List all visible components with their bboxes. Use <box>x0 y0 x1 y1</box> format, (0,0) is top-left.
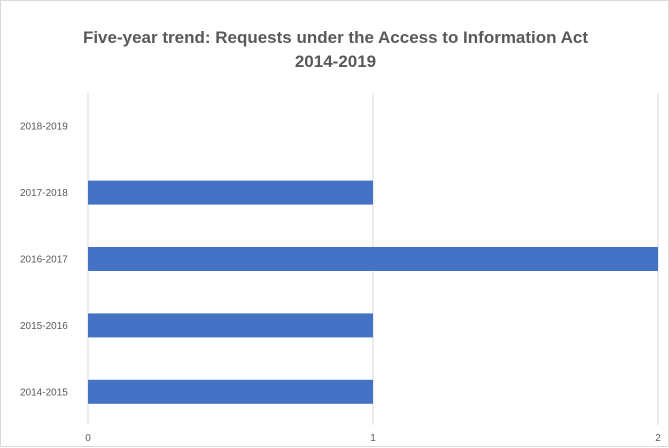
x-tick-labels: 0 1 2 <box>85 433 661 444</box>
bars <box>88 180 658 404</box>
category-label: 2014-2015 <box>20 387 68 398</box>
bar-2014-2015 <box>88 379 373 404</box>
category-labels: 2014-2015 2015-2016 2016-2017 2017-2018 2018… <box>20 122 68 399</box>
x-tick-label: 2 <box>655 433 661 444</box>
category-label: 2018-2019 <box>20 122 68 133</box>
x-tick-label: 1 <box>370 433 376 444</box>
category-label: 2017-2018 <box>20 188 68 199</box>
chart-title: Five-year trend: Requests under the Acce… <box>83 28 588 47</box>
chart-subtitle: 2014-2019 <box>295 52 376 71</box>
x-tick-label: 0 <box>85 433 91 444</box>
category-label: 2015-2016 <box>20 321 68 332</box>
category-label: 2016-2017 <box>20 255 68 266</box>
bar-2017-2018 <box>88 180 373 205</box>
bar-2015-2016 <box>88 313 373 338</box>
bar-2016-2017 <box>88 247 658 271</box>
